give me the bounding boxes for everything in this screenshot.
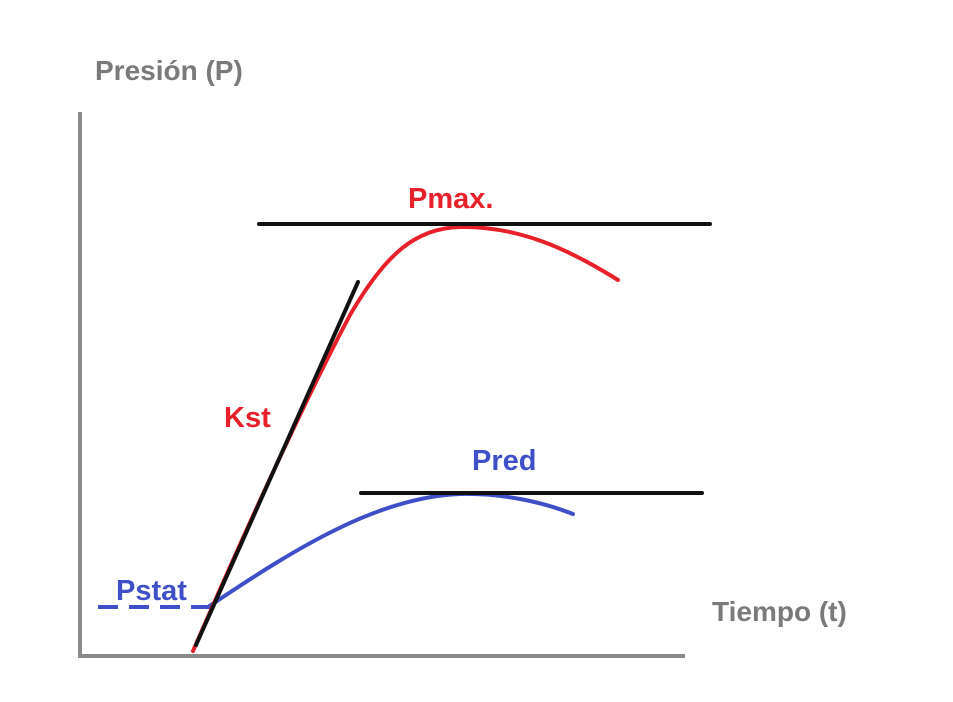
y-axis-label: Presión (P)	[95, 55, 243, 86]
kst-tangent-line	[194, 280, 360, 647]
pmax-curve	[191, 224, 620, 653]
pstat-label: Pstat	[116, 575, 187, 607]
x-axis-label: Tiempo (t)	[712, 596, 847, 627]
pred-curve	[206, 491, 575, 609]
pred-label: Pred	[472, 445, 536, 477]
pmax-label: Pmax.	[408, 183, 493, 215]
kst-label: Kst	[224, 402, 271, 434]
